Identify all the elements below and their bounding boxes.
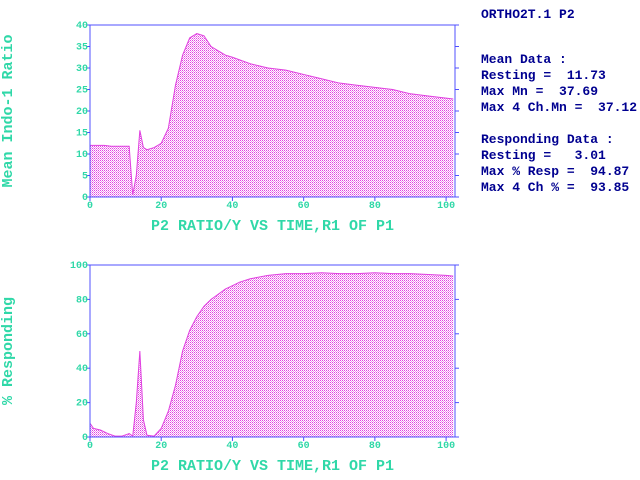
x-tick-label: 60 xyxy=(298,441,310,452)
y-tick-label: 30 xyxy=(76,64,88,75)
x-tick-label: 0 xyxy=(87,201,93,212)
plot-frame xyxy=(89,264,456,438)
info-line: Max 4 Ch.Mn = 37.12 xyxy=(481,100,637,115)
y-tick-label: 0 xyxy=(82,433,88,444)
y-tick-label: 80 xyxy=(76,295,88,306)
y-tick-label: 100 xyxy=(70,261,88,272)
x-tick-label: 20 xyxy=(155,441,167,452)
y-tick-label: 0 xyxy=(82,193,88,204)
info-heading: Mean Data : xyxy=(481,52,567,67)
info-line: Resting = 11.73 xyxy=(481,68,606,83)
x-tick-label: 60 xyxy=(298,201,310,212)
y-tick-label: 15 xyxy=(76,129,88,140)
area-line xyxy=(90,33,454,195)
info-heading: Responding Data : xyxy=(481,132,614,147)
info-line: Resting = 3.01 xyxy=(481,148,606,163)
x-axis-label: P2 RATIO/Y VS TIME,R1 OF P1 xyxy=(151,458,394,475)
info-line: Max Mn = 37.69 xyxy=(481,84,598,99)
x-tick-label: 20 xyxy=(155,201,167,212)
info-line: Max % Resp = 94.87 xyxy=(481,164,629,179)
x-tick-label: 40 xyxy=(226,201,238,212)
x-tick-label: 80 xyxy=(369,201,381,212)
x-tick-label: 0 xyxy=(87,441,93,452)
y-tick-label: 60 xyxy=(76,330,88,341)
x-tick-label: 80 xyxy=(369,441,381,452)
x-tick-label: 100 xyxy=(437,441,455,452)
info-title: ORTHO2T.1 P2 xyxy=(481,7,575,22)
x-tick-label: 100 xyxy=(437,201,455,212)
area-fill xyxy=(90,272,454,437)
area-fill xyxy=(90,33,454,197)
x-tick-label: 40 xyxy=(226,441,238,452)
x-axis-label: P2 RATIO/Y VS TIME,R1 OF P1 xyxy=(151,218,394,235)
y-tick-label: 35 xyxy=(76,43,88,54)
y-tick-label: 25 xyxy=(76,86,88,97)
y-tick-label: 20 xyxy=(76,399,88,410)
y-axis-label: % Responding xyxy=(0,297,17,405)
y-tick-label: 5 xyxy=(82,172,88,183)
y-tick-label: 40 xyxy=(76,364,88,375)
y-tick-label: 40 xyxy=(76,21,88,32)
info-line: Max 4 Ch % = 93.85 xyxy=(481,180,629,195)
area-line xyxy=(89,272,454,438)
y-tick-label: 10 xyxy=(76,150,88,161)
y-tick-label: 20 xyxy=(76,107,88,118)
y-axis-label: Mean Indo-1 Ratio xyxy=(0,34,17,187)
